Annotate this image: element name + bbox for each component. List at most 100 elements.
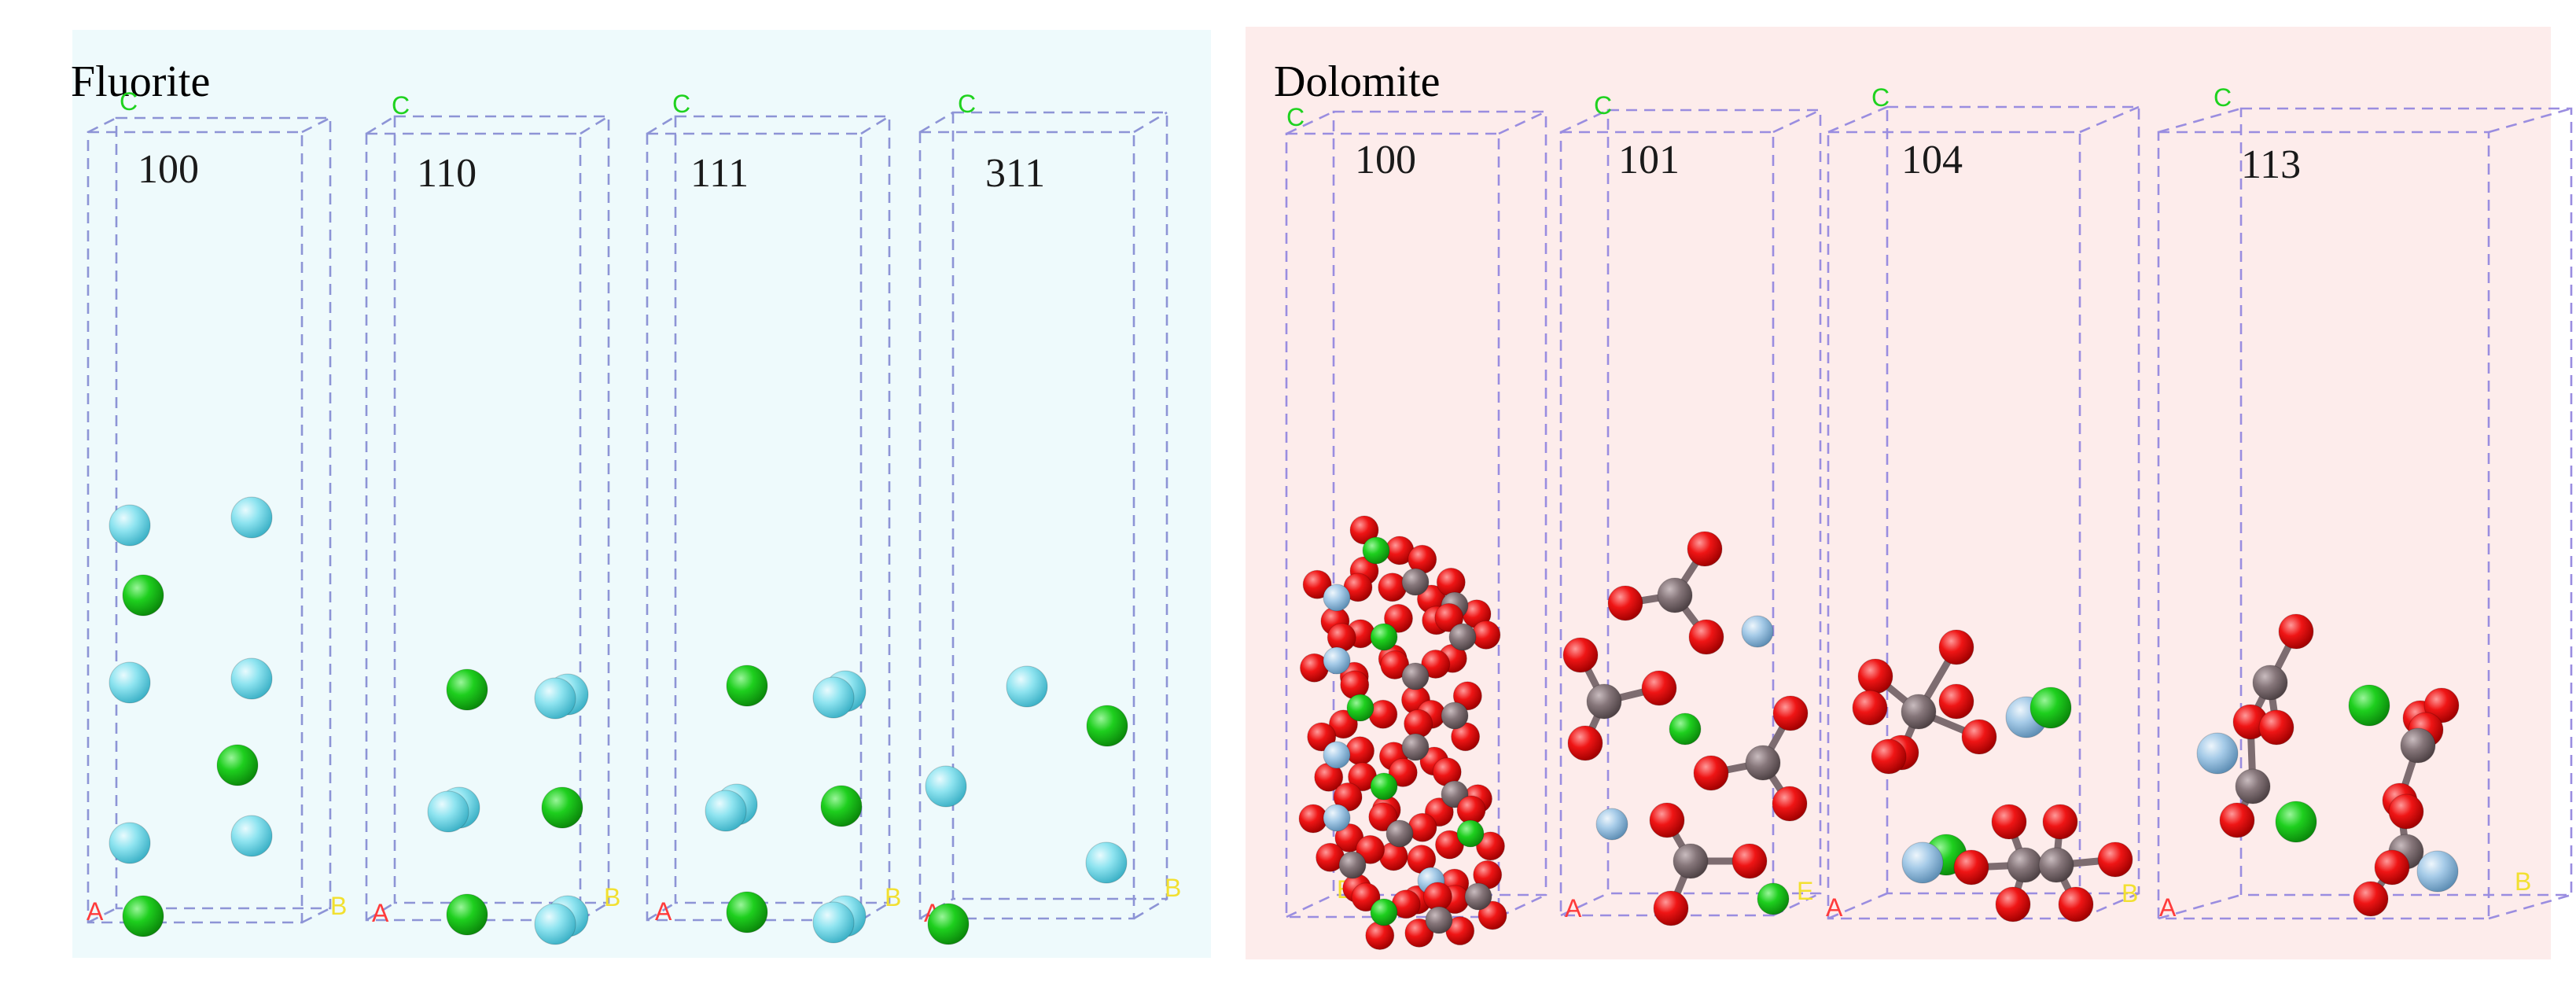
fluorite-facet-311-label: 311 [985,151,1045,196]
oxygen-atom [1421,650,1451,679]
fluorine-atom [230,657,273,700]
dolomite-facet-100-label: 100 [1355,138,1416,182]
oxygen-atom [1356,834,1386,864]
atoms [109,496,2460,951]
oxygen-atom [1857,658,1893,694]
carbon-atom [2007,847,2043,883]
calcium-atom [1370,623,1398,651]
magnesium-atom [1595,808,1628,841]
oxygen-atom [1475,831,1505,861]
magnesium-atom [1741,615,1774,648]
calcium-atom [2030,687,2072,729]
carbon-atom [1901,694,1937,730]
calcium-atom [1370,772,1398,801]
oxygen-atom [1641,670,1677,706]
oxygen-atom [1327,623,1356,653]
oxygen-atom [1452,681,1482,711]
cell-dolomite-113 [2157,107,2573,920]
oxygen-atom [1995,886,2031,922]
oxygen-atom [2258,709,2294,746]
magnesium-atom [1323,741,1351,769]
oxygen-atom [1649,802,1685,838]
calcium-atom [216,744,259,786]
calcium-atom [1456,819,1485,848]
fluorine-atom [534,677,576,720]
oxygen-atom [1434,602,1464,632]
fluorite-panel-background [72,30,1211,958]
calcium-atom [1346,694,1374,722]
oxygen-atom [1404,918,1434,948]
fluorine-atom [534,903,576,945]
calcium-atom [541,786,583,829]
dolomite-100-axis-c-label: C [1286,103,1305,131]
magnesium-atom [1901,841,1944,884]
dolomite-101-axis-c-label: C [1594,91,1612,120]
oxygen-atom [1772,786,1808,822]
fluorite-110-axis-a-label: A [372,899,389,927]
fluorite-110-axis-b-label: B [604,883,620,911]
fluorine-atom [812,901,855,944]
oxygen-atom [1961,719,1997,755]
fluorite-100-axis-a-label: A [86,897,104,926]
fluorite-111-axis-c-label: C [672,90,690,118]
oxygen-atom [1772,695,1809,731]
oxygen-atom [2058,886,2094,922]
magnesium-atom [1323,646,1351,675]
oxygen-atom [1953,849,1989,885]
dolomite-113-axis-a-label: A [2159,893,2177,922]
carbon-atom [1401,568,1430,596]
cell-dolomite-101 [1559,109,1822,917]
carbon-atom [1448,623,1477,651]
carbon-atom [1401,733,1430,761]
calcium-atom [726,665,768,707]
oxygen-atom [2278,613,2314,650]
carbon-atom [1673,843,1709,879]
oxygen-atom [1383,603,1413,633]
fluorite-100-axis-b-label: B [330,892,347,920]
carbon-atom [1586,683,1622,720]
oxygen-atom [1436,567,1466,597]
fluorite-100-axis-c-label: C [120,87,138,116]
oxygen-atom [2219,802,2255,838]
fluorine-atom [925,765,967,808]
fluorine-atom [812,676,855,719]
fluorine-atom [1006,665,1048,708]
fluorine-atom [705,790,747,832]
oxygen-atom [1688,619,1724,655]
carbon-atom [2400,727,2436,764]
oxygen-atom [2374,849,2410,885]
carbon-atom [2235,768,2271,804]
calcium-atom [726,891,768,933]
oxygen-atom [1871,738,1907,775]
carbon-atom [1425,906,1453,934]
fluorine-atom [109,822,151,864]
magnesium-atom [1323,804,1351,832]
calcium-atom [122,574,164,617]
calcium-atom [446,893,488,936]
calcium-atom [122,895,164,937]
calcium-atom [446,668,488,711]
calcium-atom [820,785,863,827]
oxygen-atom [1687,531,1723,567]
fluorine-atom [427,790,469,833]
magnesium-atom [2196,732,2239,775]
carbon-atom [1441,701,1469,730]
calcium-atom [927,903,970,945]
calcium-atom [1362,536,1390,565]
fluorine-atom [109,661,151,704]
magnesium-atom [2416,850,2459,893]
oxygen-atom [1345,736,1375,766]
carbon-atom [1745,745,1781,781]
carbon-atom [1464,882,1492,911]
dolomite-113-axis-c-label: C [2214,83,2232,112]
oxygen-atom [1938,629,1974,665]
oxygen-atom [1567,725,1603,761]
dolomite-104-axis-a-label: A [1826,893,1843,922]
oxygen-atom [2353,881,2389,917]
carbon-atom [1401,662,1430,690]
oxygen-atom [1478,900,1507,930]
carbon-atom [2252,665,2288,701]
oxygen-atom [1938,683,1974,720]
fluorite-111-axis-b-label: B [885,883,901,911]
